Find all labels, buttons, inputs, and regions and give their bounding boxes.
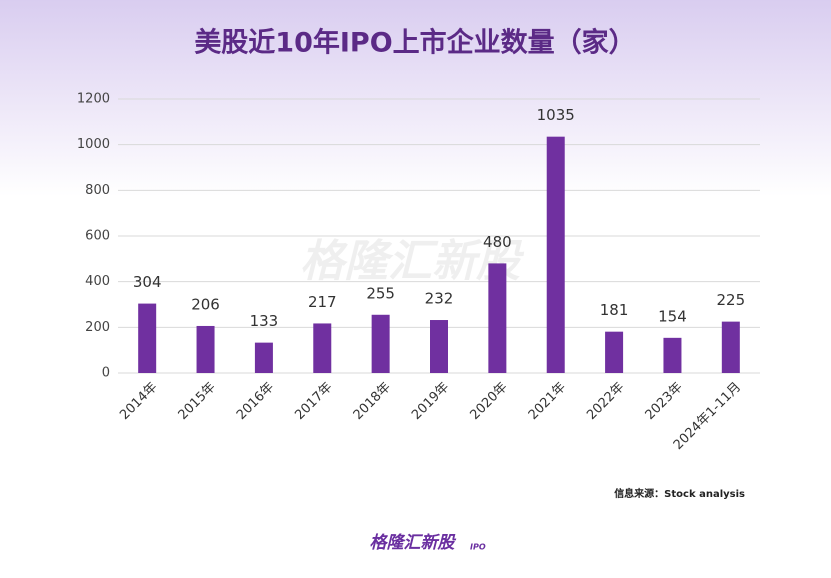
x-tick-label: 2023年 [643, 380, 686, 423]
bar [721, 321, 740, 373]
brand-logo: 格隆汇新股 [370, 533, 457, 553]
x-tick-label: 2018年 [351, 380, 394, 423]
y-tick-label: 0 [102, 366, 110, 381]
x-tick-label: 2022年 [584, 380, 627, 423]
y-tick-label: 400 [85, 274, 110, 289]
bar [488, 263, 507, 373]
y-tick-label: 800 [85, 183, 110, 198]
x-tick-label: 2017年 [292, 380, 335, 423]
value-label: 232 [425, 290, 454, 308]
y-tick-label: 1000 [77, 137, 110, 152]
value-label: 225 [716, 291, 745, 309]
x-tick-label: 2015年 [176, 380, 219, 423]
value-label: 1035 [537, 106, 575, 124]
x-tick-label: 2021年 [526, 380, 569, 423]
x-tick-label: 2014年 [117, 380, 160, 423]
x-tick-label: 2019年 [409, 380, 452, 423]
value-label: 217 [308, 293, 337, 311]
value-label: 154 [658, 307, 687, 325]
bar [430, 320, 448, 373]
x-tick-label: 2016年 [234, 380, 277, 423]
bar [546, 136, 565, 373]
value-label: 255 [366, 284, 395, 302]
brand-tag: IPO [470, 543, 486, 552]
bar [313, 323, 332, 373]
value-label: 480 [483, 233, 512, 251]
bar [138, 303, 157, 373]
bar [605, 331, 624, 373]
value-label: 304 [133, 273, 162, 291]
value-label: 206 [191, 295, 220, 313]
value-label: 181 [600, 301, 629, 319]
x-tick-label: 2020年 [467, 380, 510, 423]
bar [254, 342, 273, 373]
bar [196, 325, 215, 373]
source-note: 信息来源：Stock analysis [614, 487, 745, 500]
value-label: 133 [250, 312, 279, 330]
bar [371, 314, 390, 373]
y-tick-label: 1200 [77, 92, 110, 107]
y-tick-label: 600 [85, 229, 110, 244]
y-tick-label: 200 [85, 320, 110, 335]
bar [663, 337, 682, 373]
chart-title: 美股近10年IPO上市企业数量（家） [194, 27, 635, 59]
watermark: 格隆汇新股 [300, 236, 525, 287]
